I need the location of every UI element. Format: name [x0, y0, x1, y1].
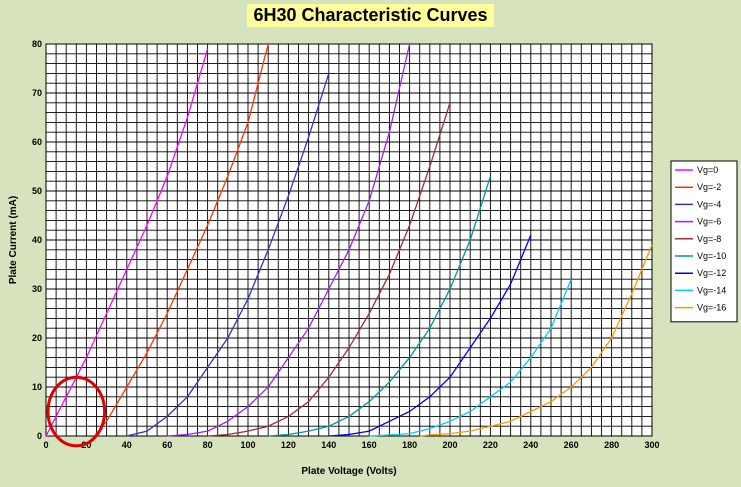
y-tick-label: 0 — [37, 431, 42, 441]
x-tick-label: 0 — [43, 440, 48, 450]
legend-entry: Vg=-16 — [697, 303, 726, 313]
x-tick-label: 160 — [362, 440, 377, 450]
series-line — [167, 43, 411, 437]
x-tick-label: 120 — [281, 440, 296, 450]
x-tick-label: 280 — [604, 440, 619, 450]
y-tick-label: 80 — [32, 39, 42, 49]
y-tick-label: 50 — [32, 186, 42, 196]
series-line — [93, 43, 269, 437]
y-tick-label: 20 — [32, 333, 42, 343]
legend-entry: Vg=-2 — [697, 182, 721, 192]
y-tick-label: 70 — [32, 88, 42, 98]
series-line — [369, 278, 572, 437]
legend-entry: Vg=-8 — [697, 234, 721, 244]
x-tick-label: 240 — [523, 440, 538, 450]
annotation-circle — [46, 375, 107, 448]
chart-title: 6H30 Characteristic Curves — [247, 4, 494, 27]
legend-entry: Vg=-14 — [697, 285, 726, 295]
series-line — [328, 234, 532, 437]
legend-entry: Vg=0 — [697, 165, 718, 175]
y-tick-label: 10 — [32, 382, 42, 392]
x-tick-label: 100 — [240, 440, 255, 450]
series-line — [126, 73, 330, 437]
x-tick-label: 60 — [162, 440, 172, 450]
legend-entry: Vg=-10 — [697, 251, 726, 261]
x-tick-label: 200 — [442, 440, 457, 450]
series-line — [45, 48, 209, 437]
legend-entry: Vg=-4 — [697, 199, 721, 209]
x-tick-label: 220 — [483, 440, 498, 450]
y-tick-label: 60 — [32, 137, 42, 147]
x-tick-label: 260 — [564, 440, 579, 450]
x-tick-label: 40 — [122, 440, 132, 450]
x-tick-label: 80 — [203, 440, 213, 450]
series-line — [419, 244, 653, 437]
series-line — [207, 102, 451, 437]
series-line — [268, 176, 492, 437]
x-axis-label: Plate Voltage (Volts) — [301, 466, 396, 477]
x-tick-label: 300 — [644, 440, 659, 450]
legend-entry: Vg=-12 — [697, 268, 726, 278]
x-tick-label: 140 — [321, 440, 336, 450]
y-axis-label: Plate Current (mA) — [8, 196, 19, 284]
x-tick-label: 180 — [402, 440, 417, 450]
y-tick-label: 40 — [32, 235, 42, 245]
legend-entry: Vg=-6 — [697, 217, 721, 227]
y-tick-label: 30 — [32, 284, 42, 294]
chart-title-wrap: 6H30 Characteristic Curves — [0, 4, 741, 27]
